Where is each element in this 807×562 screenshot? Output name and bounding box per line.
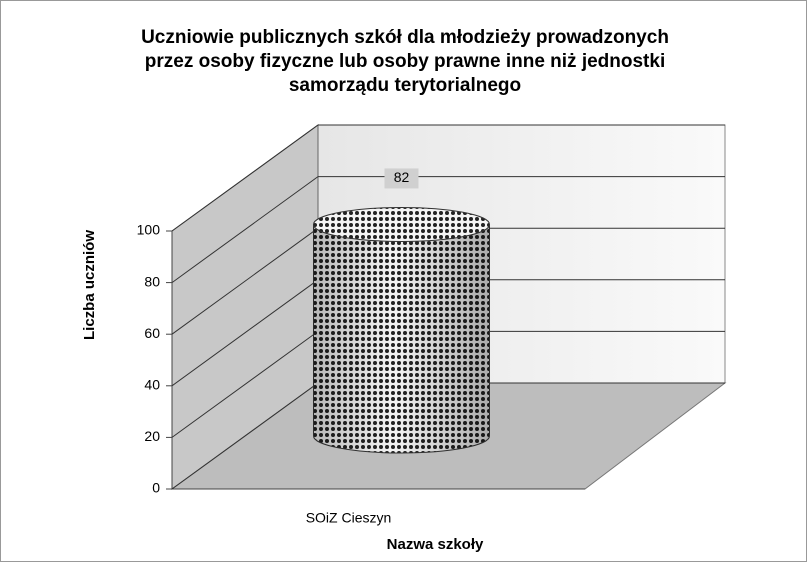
y-tick-label: 60 xyxy=(144,325,160,341)
y-tick-label: 20 xyxy=(144,428,160,444)
grid-line xyxy=(171,279,319,387)
bar-top xyxy=(313,206,490,242)
grid-line xyxy=(171,227,319,335)
y-tick-label: 80 xyxy=(144,273,160,289)
chart-title: przez osoby fizyczne lub osoby prawne in… xyxy=(145,51,665,72)
x-tick-label: SOiZ Cieszyn xyxy=(306,510,392,526)
grid-line xyxy=(171,330,319,438)
y-tick-label: 100 xyxy=(137,222,161,238)
chart-title: samorządu terytorialnego xyxy=(289,75,521,96)
y-tick-label: 40 xyxy=(144,377,160,393)
y-tick-label: 0 xyxy=(152,480,160,496)
y-axis-title: Liczba uczniów xyxy=(81,230,98,340)
x-axis-title: Nazwa szkoły xyxy=(387,536,484,553)
chart-title: Uczniowie publicznych szkół dla młodzież… xyxy=(141,27,669,48)
data-label-box xyxy=(384,168,419,189)
grid-line xyxy=(171,124,319,232)
grid-line xyxy=(171,382,319,490)
bar-shade xyxy=(313,224,490,453)
grid-line xyxy=(171,176,319,284)
data-label: 82 xyxy=(394,169,410,185)
